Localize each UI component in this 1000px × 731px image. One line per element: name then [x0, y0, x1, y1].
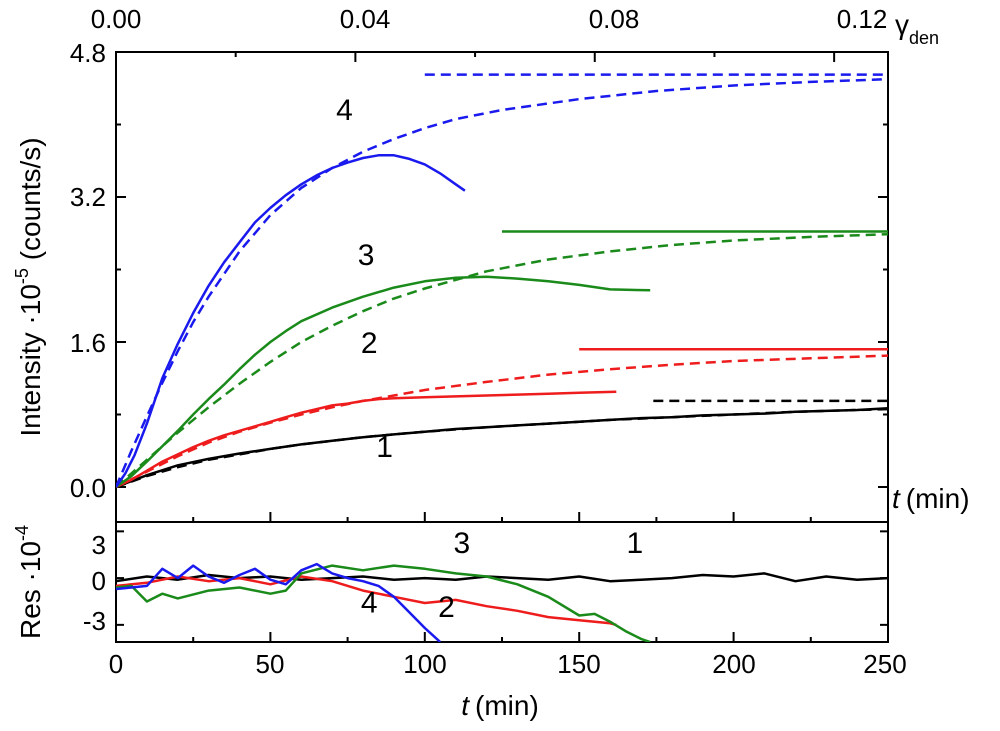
residual-label-4: 4: [361, 586, 378, 619]
curve-label-3: 3: [358, 239, 375, 272]
data-line-1: [116, 406, 888, 489]
residual-line-3: [116, 564, 651, 642]
main-x-axis-label-unit: (min): [906, 483, 970, 514]
y-tick-label: 4.8: [70, 38, 106, 68]
residual-series: [116, 562, 888, 642]
main-series: [116, 73, 888, 489]
top-axis-label-main: γ: [895, 9, 909, 40]
x-tick-label: 250: [863, 649, 906, 679]
x-tick-label: 150: [557, 649, 600, 679]
bottom-x-axis-label: t (min): [461, 690, 539, 721]
residual-y-axis-label: Res ·10-4: [12, 525, 46, 639]
res-y-tick-label: 3: [92, 530, 106, 560]
axis-ticks: [115, 51, 889, 642]
x-tick-label: 200: [712, 649, 755, 679]
residual-y-axis-label-exp: -4: [12, 525, 32, 541]
residual-label-2: 2: [438, 591, 455, 624]
data-line-4: [116, 154, 466, 488]
y-tick-label: 3.2: [70, 182, 106, 212]
residual-label-3: 3: [454, 527, 471, 560]
curve-label-4: 4: [336, 94, 353, 127]
x-tick-label: 50: [256, 649, 285, 679]
residual-line-4: [116, 562, 442, 642]
main-y-axis-label-main: Intensity ·10: [15, 284, 46, 437]
curve-labels: 1 2 3 4 1 2 3 4: [336, 94, 643, 624]
bottom-x-axis-label-var: t: [461, 690, 470, 721]
top-axis-label-sub: den: [909, 28, 939, 48]
data-line-3: [116, 275, 651, 489]
residual-line-2: [116, 575, 617, 627]
res-y-tick-label: -3: [83, 606, 106, 636]
main-y-axis-label: Intensity ·10-5 (counts/s): [12, 137, 46, 436]
y-tick-label: 1.6: [70, 328, 106, 358]
bottom-x-axis-label-unit: (min): [475, 690, 539, 721]
curve-label-2: 2: [361, 327, 378, 360]
main-x-axis-label: t (min): [892, 483, 970, 514]
res-y-tick-label: 0: [92, 566, 106, 596]
residual-y-tick-labels: 3 0 -3: [83, 530, 106, 636]
data-line-2: [116, 390, 617, 489]
residual-y-axis-label-main: Res ·10: [15, 541, 46, 639]
main-y-axis-label-exp: -5: [12, 268, 32, 284]
main-x-axis-label-var: t: [892, 483, 901, 514]
x-tick-label: 0: [109, 649, 123, 679]
top-tick-label: 0.00: [91, 4, 142, 34]
top-axis-tick-labels: 0.00 0.04 0.08 0.12: [91, 4, 888, 34]
bottom-x-tick-labels: 0 50 100 150 200 250: [109, 649, 907, 679]
x-tick-label: 100: [403, 649, 446, 679]
main-y-tick-labels: 0.0 1.6 3.2 4.8: [70, 38, 106, 503]
residual-plot-frame: [115, 521, 889, 643]
fit-line-1: [116, 407, 888, 489]
y-tick-label: 0.0: [70, 473, 106, 503]
fit-line-3: [116, 232, 888, 488]
main-plot-frame: [115, 51, 889, 523]
residual-label-1: 1: [626, 527, 643, 560]
residual-line-1: [116, 572, 888, 583]
main-y-axis-label-unit: (counts/s): [15, 137, 46, 268]
curve-label-1: 1: [376, 431, 393, 464]
top-tick-label: 0.04: [340, 4, 391, 34]
top-axis-label: γden: [895, 9, 939, 48]
top-tick-label: 0.12: [837, 4, 888, 34]
top-tick-label: 0.08: [589, 4, 640, 34]
